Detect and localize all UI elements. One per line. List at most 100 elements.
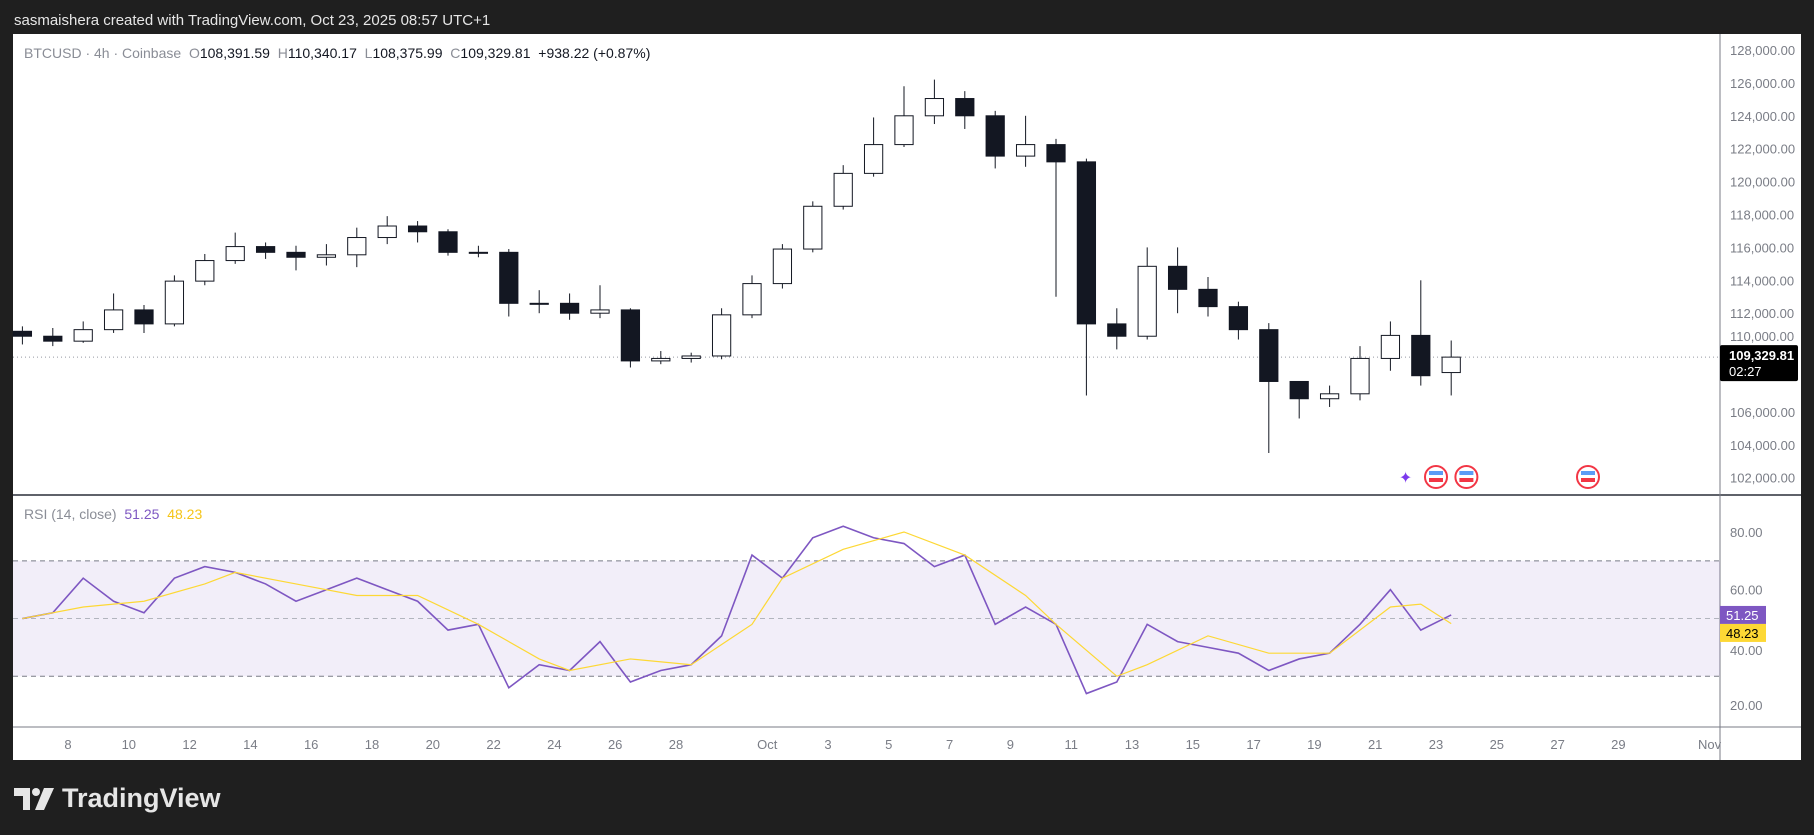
candle-body — [377, 225, 397, 239]
flag-canton — [1429, 471, 1443, 475]
price-tick-label: 110,000.00 — [1730, 329, 1794, 344]
candle-body — [195, 260, 215, 282]
candle — [377, 216, 397, 245]
time-tick-label: 28 — [669, 737, 683, 752]
candle-body — [833, 172, 853, 207]
time-tick-label: 3 — [824, 737, 831, 752]
time-tick-label: 13 — [1125, 737, 1139, 752]
candle — [772, 244, 793, 289]
bar-countdown: 02:27 — [1729, 364, 1762, 379]
logo-text: TradingView — [62, 783, 221, 813]
time-tick-label: 27 — [1550, 737, 1564, 752]
candle — [1015, 115, 1036, 167]
candle — [1411, 280, 1431, 386]
candle — [1137, 247, 1157, 340]
time-tick-label: 16 — [304, 737, 318, 752]
candle-body — [772, 248, 793, 285]
time-tick-label: 12 — [182, 737, 196, 752]
time-tick-label: 9 — [1007, 737, 1014, 752]
candle-body — [1167, 265, 1188, 290]
flag-canton — [1459, 471, 1474, 475]
candle — [1380, 321, 1401, 371]
candle-body — [1411, 334, 1431, 377]
time-tick-label: 21 — [1368, 737, 1382, 752]
candle-body — [620, 309, 641, 362]
rsi-tick-label: 80.00 — [1730, 525, 1763, 540]
time-tick-label: 11 — [1064, 737, 1078, 752]
candle-body — [803, 205, 823, 250]
candle — [12, 326, 33, 345]
us-flag-icon[interactable] — [1576, 465, 1600, 489]
candle-body — [894, 115, 914, 146]
candle-body — [73, 329, 93, 342]
candle-body — [1259, 329, 1279, 382]
price-tick-label: 122,000.00 — [1730, 142, 1795, 157]
candle-body — [863, 144, 884, 174]
candle — [1107, 308, 1127, 350]
candle — [529, 290, 549, 314]
candle — [255, 242, 276, 259]
price-tick-label: 106,000.00 — [1730, 405, 1795, 420]
candle-body — [1015, 144, 1036, 157]
price-tick-label: 114,000.00 — [1730, 273, 1794, 288]
candle — [1228, 301, 1249, 340]
rsi-legend: RSI (14, close) 51.25 48.23 — [24, 506, 202, 522]
candle-body — [164, 280, 185, 325]
candle-body — [225, 246, 245, 262]
candle — [559, 293, 580, 320]
candle-body — [742, 283, 762, 316]
candle — [742, 275, 762, 319]
us-flag-icon[interactable] — [1424, 465, 1448, 489]
candle — [1046, 138, 1066, 297]
candle-body — [1228, 306, 1249, 331]
time-tick-label: 26 — [608, 737, 622, 752]
rsi-ma-value: 48.23 — [167, 506, 203, 522]
rsi-tick-label: 20.00 — [1730, 698, 1763, 713]
candle — [438, 229, 458, 256]
symbol-label[interactable]: BTCUSD · 4h · Coinbase — [24, 45, 182, 61]
ai-sparkle-icon[interactable]: ✦ — [1399, 470, 1412, 487]
candle-body — [468, 251, 489, 254]
low-label: L — [364, 45, 373, 61]
flag-stripe — [1429, 478, 1443, 482]
candle — [407, 221, 428, 243]
candle-body — [1046, 144, 1066, 163]
close-value: 109,329.81 — [460, 45, 531, 61]
candle — [863, 117, 884, 177]
rsi-value-tag-label: 51.25 — [1726, 608, 1759, 623]
candle-body — [590, 309, 610, 314]
candle — [195, 253, 215, 286]
time-tick-label: 19 — [1307, 737, 1321, 752]
candle-body — [43, 335, 63, 342]
candle-body — [1107, 323, 1127, 337]
candle — [164, 275, 185, 327]
time-tick-label: 10 — [122, 737, 136, 752]
us-flag-icon[interactable] — [1454, 465, 1479, 489]
time-tick-label: 23 — [1429, 737, 1443, 752]
candle-body — [1350, 357, 1370, 395]
time-tick-label: 24 — [547, 737, 561, 752]
candle-body — [1289, 380, 1309, 400]
high-label: H — [277, 45, 288, 61]
candle — [711, 308, 732, 360]
candle — [651, 351, 671, 365]
time-tick-label: 22 — [486, 737, 500, 752]
candle-body — [1198, 288, 1218, 308]
time-tick-label: 20 — [426, 737, 440, 752]
time-tick-label: Oct — [757, 737, 778, 752]
chart-frame[interactable] — [13, 34, 1801, 760]
rsi-ma-value-tag — [1720, 623, 1766, 642]
close-label: C — [450, 45, 461, 61]
tradingview-logo[interactable]: TradingView — [14, 783, 221, 814]
candle — [955, 91, 975, 129]
candle-body — [134, 309, 154, 325]
candle-body — [924, 98, 945, 117]
rsi-name[interactable]: RSI (14, close) — [24, 506, 117, 522]
candle-body — [286, 251, 306, 258]
candle — [286, 245, 306, 271]
last-price-tag — [1720, 345, 1798, 382]
flag-canton — [1581, 471, 1595, 475]
price-tick-label: 116,000.00 — [1730, 240, 1794, 255]
rsi-ma-line — [22, 531, 1452, 677]
